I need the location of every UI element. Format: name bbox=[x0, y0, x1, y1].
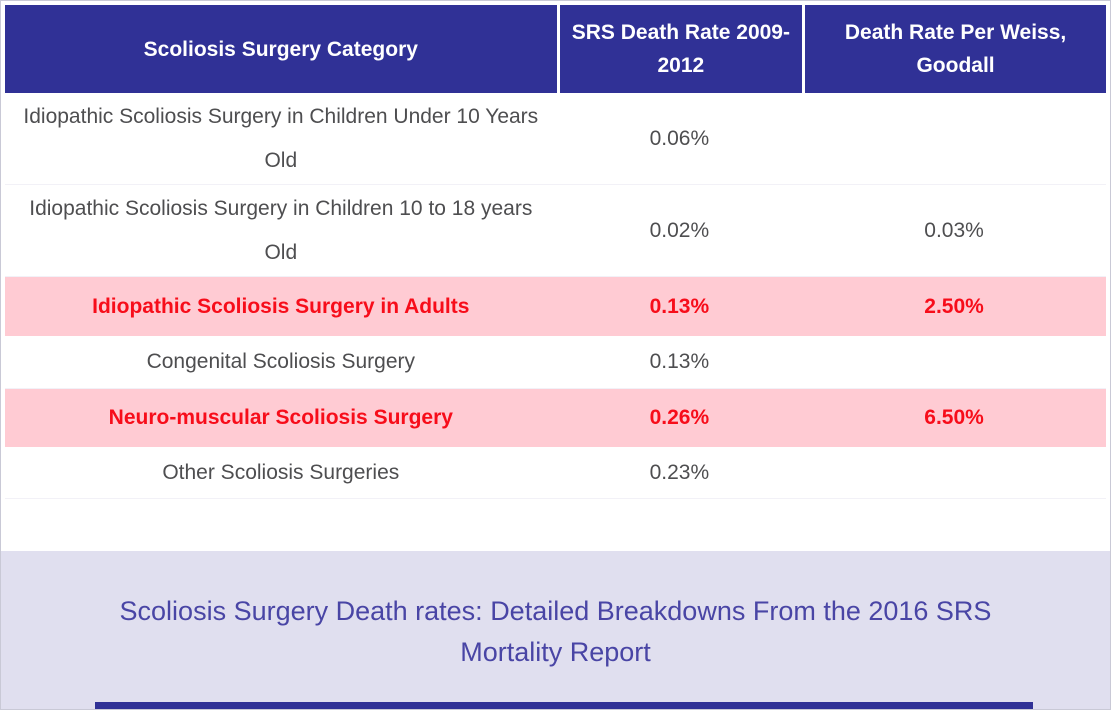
column-header-srs-rate: SRS Death Rate 2009-2012 bbox=[556, 5, 803, 93]
table-row-highlighted: Idiopathic Scoliosis Surgery in Adults 0… bbox=[5, 277, 1106, 336]
srs-rate-cell: 0.23% bbox=[649, 460, 710, 484]
table-caption: Scoliosis Surgery Death rates: Detailed … bbox=[119, 596, 992, 667]
next-element-top-edge bbox=[95, 702, 1033, 709]
table-header-row: Scoliosis Surgery Category SRS Death Rat… bbox=[5, 5, 1106, 93]
weiss-goodall-rate-cell bbox=[802, 336, 1106, 388]
weiss-goodall-rate-cell bbox=[802, 447, 1106, 498]
table-row: Other Scoliosis Surgeries 0.23% bbox=[5, 447, 1106, 499]
caption-band: Scoliosis Surgery Death rates: Detailed … bbox=[1, 551, 1110, 709]
death-rate-table: Scoliosis Surgery Category SRS Death Rat… bbox=[5, 5, 1106, 499]
category-cell: Congenital Scoliosis Surgery bbox=[146, 350, 416, 373]
table-row: Congenital Scoliosis Surgery 0.13% bbox=[5, 336, 1106, 389]
weiss-goodall-rate-cell: 6.50% bbox=[924, 406, 984, 429]
weiss-goodall-rate-cell: 2.50% bbox=[924, 294, 984, 318]
srs-rate-cell: 0.13% bbox=[649, 294, 710, 318]
category-cell: Neuro-muscular Scoliosis Surgery bbox=[108, 406, 453, 429]
table-row: Idiopathic Scoliosis Surgery in Children… bbox=[5, 93, 1106, 185]
category-cell: Other Scoliosis Surgeries bbox=[162, 460, 400, 484]
category-cell: Idiopathic Scoliosis Surgery in Adults bbox=[92, 294, 470, 318]
weiss-goodall-rate-cell bbox=[802, 93, 1106, 184]
srs-rate-cell: 0.13% bbox=[649, 350, 710, 373]
weiss-goodall-rate-cell: 0.03% bbox=[924, 218, 984, 242]
table-row-highlighted: Neuro-muscular Scoliosis Surgery 0.26% 6… bbox=[5, 389, 1106, 447]
column-header-weiss-goodall-rate: Death Rate Per Weiss, Goodall bbox=[802, 5, 1106, 93]
category-cell: Idiopathic Scoliosis Surgery in Children… bbox=[23, 104, 539, 172]
srs-rate-cell: 0.26% bbox=[649, 406, 710, 429]
category-cell: Idiopathic Scoliosis Surgery in Children… bbox=[29, 196, 533, 264]
column-header-category: Scoliosis Surgery Category bbox=[143, 37, 418, 61]
srs-rate-cell: 0.02% bbox=[649, 218, 710, 242]
srs-rate-cell: 0.06% bbox=[649, 126, 710, 150]
table-row: Idiopathic Scoliosis Surgery in Children… bbox=[5, 185, 1106, 277]
